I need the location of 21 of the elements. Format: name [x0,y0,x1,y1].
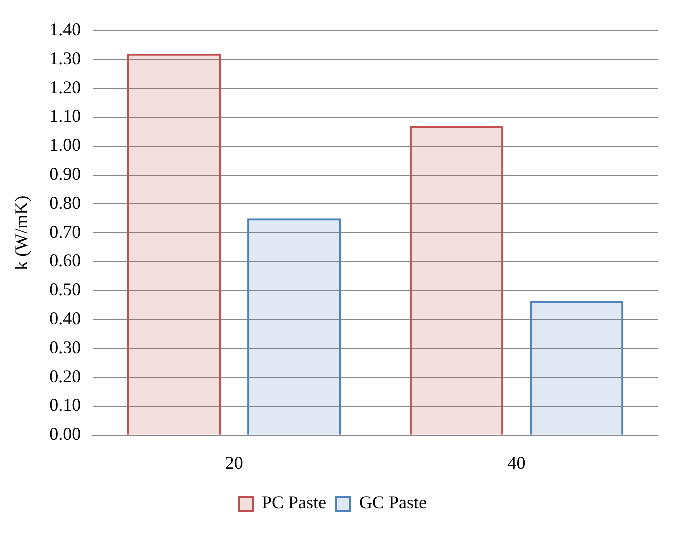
y-axis-title: k (W/mK) [12,196,32,270]
legend-label: GC Paste [360,492,428,513]
y-tick-label: 1.40 [50,20,82,40]
y-tick-label: 0.00 [50,424,82,444]
y-tick-label: 1.00 [50,135,82,156]
y-tick-label: 0.20 [50,366,82,386]
y-tick-label: 0.10 [50,395,82,416]
legend-label: PC Paste [262,492,327,513]
x-tick-label: 20 [225,452,244,473]
y-tick-label: 0.90 [50,164,82,184]
y-tick-label: 0.60 [50,250,82,271]
x-tick-label: 40 [508,452,526,473]
y-tick-label: 1.20 [50,77,82,98]
y-tick-label: 0.40 [50,308,82,329]
y-tick-label: 1.30 [50,48,82,68]
y-tick-label: 0.50 [50,280,82,300]
y-tick-label: 0.30 [50,337,82,358]
bar [530,301,624,435]
y-tick-label: 1.10 [50,106,82,126]
y-tick-label: 0.70 [50,222,82,242]
y-tick-label: 0.80 [50,192,82,213]
